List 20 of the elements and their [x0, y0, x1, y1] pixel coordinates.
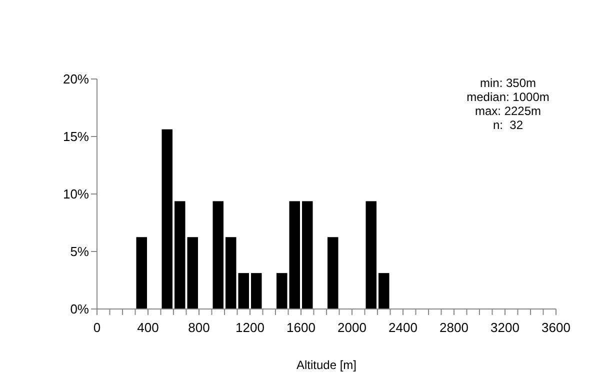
y-tick-label: 15%	[62, 129, 90, 144]
y-tick-label: 10%	[62, 186, 90, 202]
x-tick-label: 400	[137, 320, 159, 336]
annotation: n: 32	[492, 118, 524, 132]
x-tick-label: 2400	[388, 320, 418, 336]
annotation: max: 2225m	[474, 104, 542, 118]
y-tick-label: 5%	[70, 244, 90, 260]
x-tick-label: 3200	[490, 320, 520, 336]
x-axis-title: Altitude [m]	[296, 358, 357, 372]
x-tick-label: 800	[188, 320, 210, 336]
y-tick-label: 20%	[62, 72, 90, 87]
x-tick-label: 2800	[440, 320, 468, 336]
y-tick-label: 0%	[70, 302, 90, 317]
annotation: median: 1000m	[466, 90, 550, 104]
annotation: min: 350m	[478, 76, 538, 90]
x-tick-label: 1200	[236, 320, 264, 336]
x-tick-label: 3600	[542, 320, 570, 336]
x-tick-label: 1600	[286, 320, 316, 336]
x-tick-label: 0	[93, 320, 101, 336]
x-tick-label: 2000	[338, 320, 366, 336]
